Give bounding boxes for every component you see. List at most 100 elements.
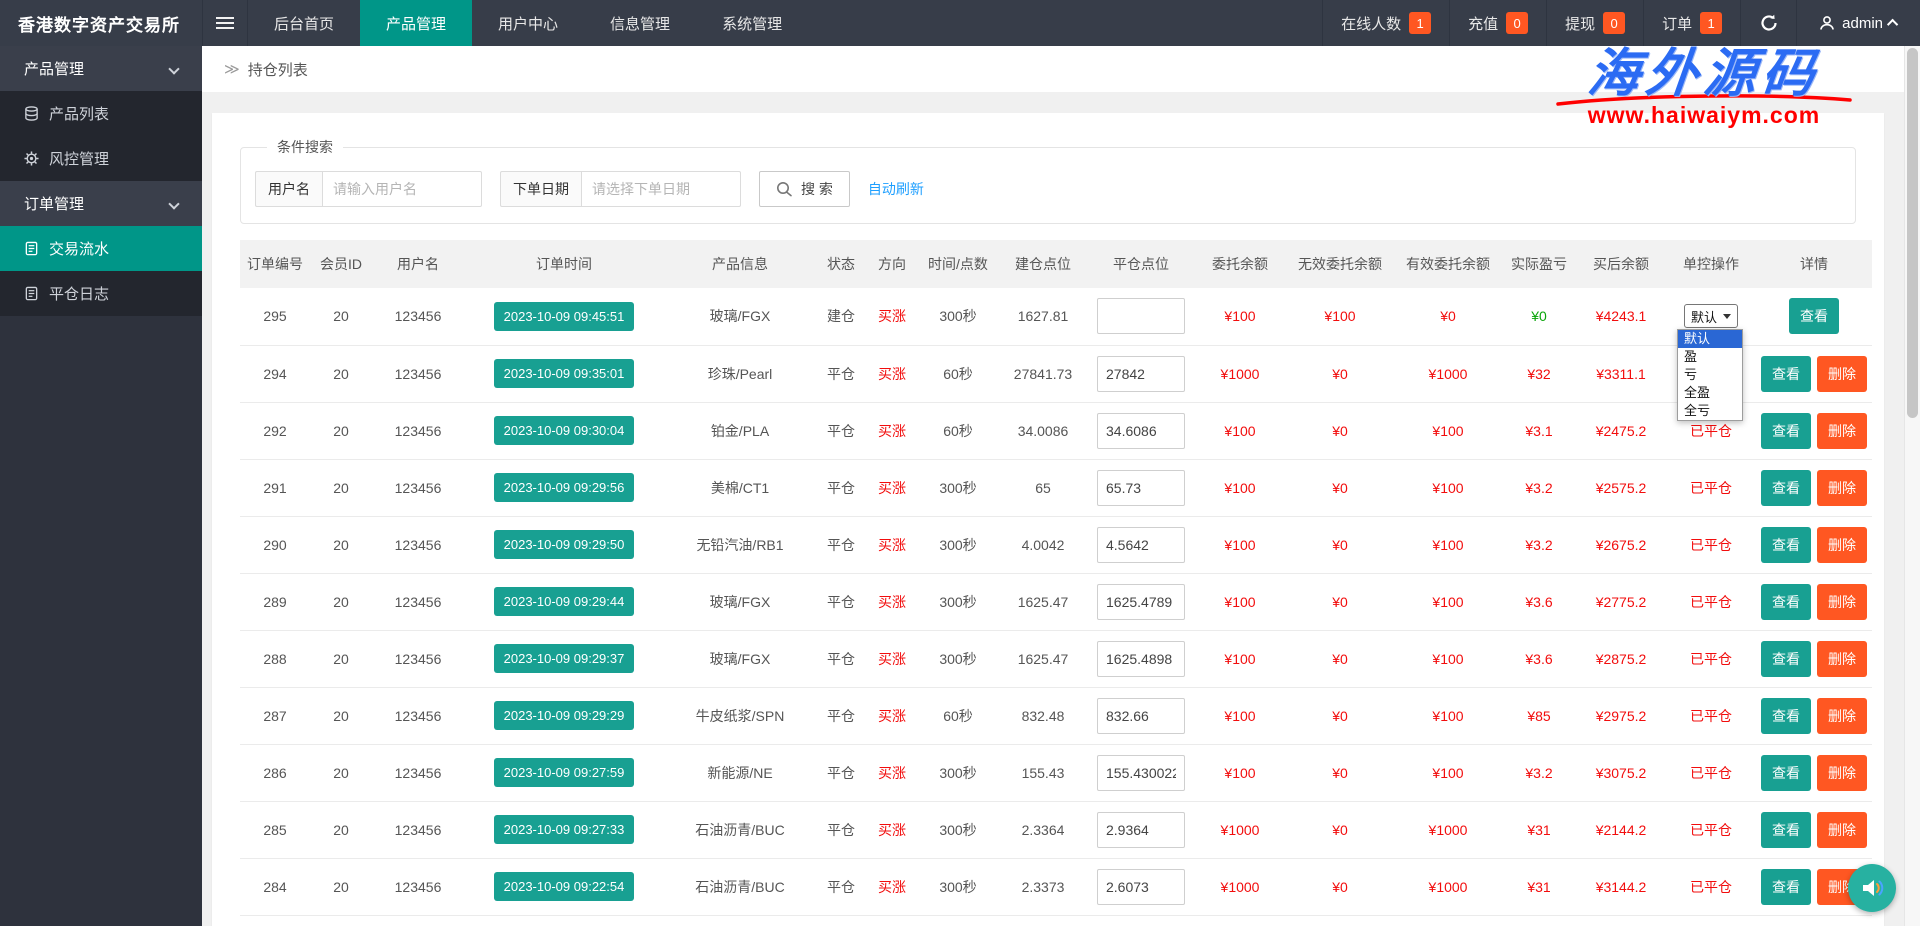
refresh-button[interactable]: [1740, 0, 1796, 46]
breadcrumb-arrows-icon: ≫: [224, 61, 240, 78]
close-point-input[interactable]: [1097, 469, 1185, 506]
sidebar-group-orders[interactable]: 订单管理: [0, 181, 202, 226]
top-menu-system[interactable]: 系统管理: [722, 15, 783, 33]
open-point: 1625.47: [998, 630, 1088, 688]
sidebar-item-trade-flow[interactable]: 交易流水: [0, 226, 202, 271]
table-row: 289 20 123456 2023-10-09 09:29:44 玻璃/FGX…: [240, 573, 1872, 631]
member-id: 20: [310, 687, 372, 745]
top-menu-home[interactable]: 后台首页: [274, 15, 335, 33]
view-button[interactable]: 查看: [1761, 355, 1811, 392]
delete-button[interactable]: 删除: [1817, 697, 1867, 734]
sidebar-item-risk[interactable]: 风控管理: [0, 136, 202, 181]
view-button[interactable]: 查看: [1761, 697, 1811, 734]
view-button[interactable]: 查看: [1761, 469, 1811, 506]
view-button[interactable]: 查看: [1761, 868, 1811, 905]
chevron-down-icon: [168, 62, 180, 75]
close-point-input[interactable]: [1097, 412, 1185, 449]
view-button[interactable]: 查看: [1761, 583, 1811, 620]
actual-profit: ¥3.2: [1502, 516, 1576, 574]
control-option[interactable]: 全盈: [1684, 385, 1711, 401]
delete-button[interactable]: 删除: [1817, 640, 1867, 677]
stat-recharge[interactable]: 充值 0: [1449, 0, 1546, 46]
stat-withdraw[interactable]: 提现 0: [1546, 0, 1643, 46]
close-point-input[interactable]: [1097, 697, 1185, 734]
stat-online[interactable]: 在线人数 1: [1322, 0, 1449, 46]
control-select[interactable]: 默认: [1683, 304, 1738, 329]
scrollbar-thumb[interactable]: [1907, 48, 1918, 418]
after-balance: ¥2975.2: [1576, 687, 1666, 745]
delete-button[interactable]: 删除: [1817, 469, 1867, 506]
closed-status-text: 已平仓: [1690, 821, 1732, 838]
username-label: 用户名: [255, 171, 322, 207]
scrollbar-track[interactable]: [1904, 46, 1920, 926]
open-point: 27841.73: [998, 345, 1088, 403]
search-button[interactable]: 搜 索: [759, 171, 850, 207]
user-menu[interactable]: admin: [1796, 0, 1920, 46]
top-menu-products[interactable]: 产品管理: [360, 0, 473, 46]
top-menu-info[interactable]: 信息管理: [610, 15, 671, 33]
sidebar-toggle-button[interactable]: [202, 0, 248, 46]
close-point-input[interactable]: [1097, 298, 1185, 335]
view-button[interactable]: 查看: [1761, 811, 1811, 848]
control-option[interactable]: 亏: [1684, 367, 1698, 383]
detail-cell: 查看删除: [1756, 687, 1872, 745]
view-button[interactable]: 查看: [1789, 298, 1839, 335]
search-panel: 条件搜索 用户名 下单日期 搜 索 自动刷新: [240, 137, 1856, 224]
sidebar-group-products[interactable]: 产品管理: [0, 46, 202, 91]
close-point-input[interactable]: [1097, 526, 1185, 563]
after-balance: ¥2775.2: [1576, 573, 1666, 631]
stat-orders[interactable]: 订单 1: [1643, 0, 1740, 46]
after-balance: ¥2144.2: [1576, 801, 1666, 859]
username-cell: 123456: [372, 915, 464, 926]
control-cell: 已平仓: [1666, 459, 1756, 517]
order-time-badge: 2023-10-09 09:27:59: [493, 758, 635, 787]
delete-button[interactable]: 删除: [1817, 526, 1867, 563]
view-button[interactable]: 查看: [1761, 640, 1811, 677]
closed-status-text: 已平仓: [1690, 536, 1732, 553]
order-time-badge: 2023-10-09 09:22:54: [493, 872, 635, 901]
close-point-input[interactable]: [1097, 754, 1185, 791]
status-cell: 平仓: [816, 516, 866, 574]
invalid-entrust-balance: ¥0: [1286, 915, 1394, 926]
audio-notification-button[interactable]: [1848, 864, 1896, 912]
sidebar-item-close-log[interactable]: 平仓日志: [0, 271, 202, 316]
username-input[interactable]: [322, 171, 482, 207]
auto-refresh-link[interactable]: 自动刷新: [867, 181, 924, 197]
delete-button[interactable]: 删除: [1817, 754, 1867, 791]
view-button[interactable]: 查看: [1761, 412, 1811, 449]
actual-profit: ¥3.6: [1502, 630, 1576, 688]
control-option[interactable]: 默认: [1678, 330, 1742, 349]
top-menu-users[interactable]: 用户中心: [498, 15, 559, 33]
member-id: 20: [310, 573, 372, 631]
view-button[interactable]: 查看: [1761, 754, 1811, 791]
delete-button[interactable]: 删除: [1817, 355, 1867, 392]
delete-button[interactable]: 删除: [1817, 811, 1867, 848]
status-cell: 平仓: [816, 744, 866, 802]
status-cell: 平仓: [816, 402, 866, 460]
after-balance: ¥4041: [1576, 915, 1666, 926]
close-point-input[interactable]: [1097, 583, 1185, 620]
close-point-input[interactable]: [1097, 355, 1185, 392]
delete-button[interactable]: 删除: [1817, 583, 1867, 620]
table-row: 294 20 123456 2023-10-09 09:35:01 珍珠/Pea…: [240, 345, 1872, 403]
invalid-entrust-balance: ¥0: [1286, 858, 1394, 916]
order-date-input[interactable]: [581, 171, 741, 207]
control-option[interactable]: 盈: [1684, 349, 1698, 365]
entrust-balance: ¥1000: [1194, 801, 1286, 859]
content-area: 条件搜索 用户名 下单日期 搜 索 自动刷新: [202, 92, 1904, 926]
valid-entrust-balance: ¥100: [1394, 402, 1502, 460]
view-button[interactable]: 查看: [1761, 526, 1811, 563]
member-id: 20: [310, 915, 372, 926]
valid-entrust-balance: ¥1000: [1394, 345, 1502, 403]
speaker-icon: [1863, 880, 1884, 896]
control-option[interactable]: 全亏: [1684, 403, 1711, 419]
close-point-input[interactable]: [1097, 811, 1185, 848]
entrust-balance: ¥100: [1194, 402, 1286, 460]
username-cell: 123456: [372, 459, 464, 517]
sidebar-item-product-list[interactable]: 产品列表: [0, 91, 202, 136]
detail-cell: 查看删除: [1756, 630, 1872, 688]
close-point-input[interactable]: [1097, 868, 1185, 905]
online-count-badge: 1: [1409, 12, 1432, 34]
close-point-input[interactable]: [1097, 640, 1185, 677]
delete-button[interactable]: 删除: [1817, 412, 1867, 449]
